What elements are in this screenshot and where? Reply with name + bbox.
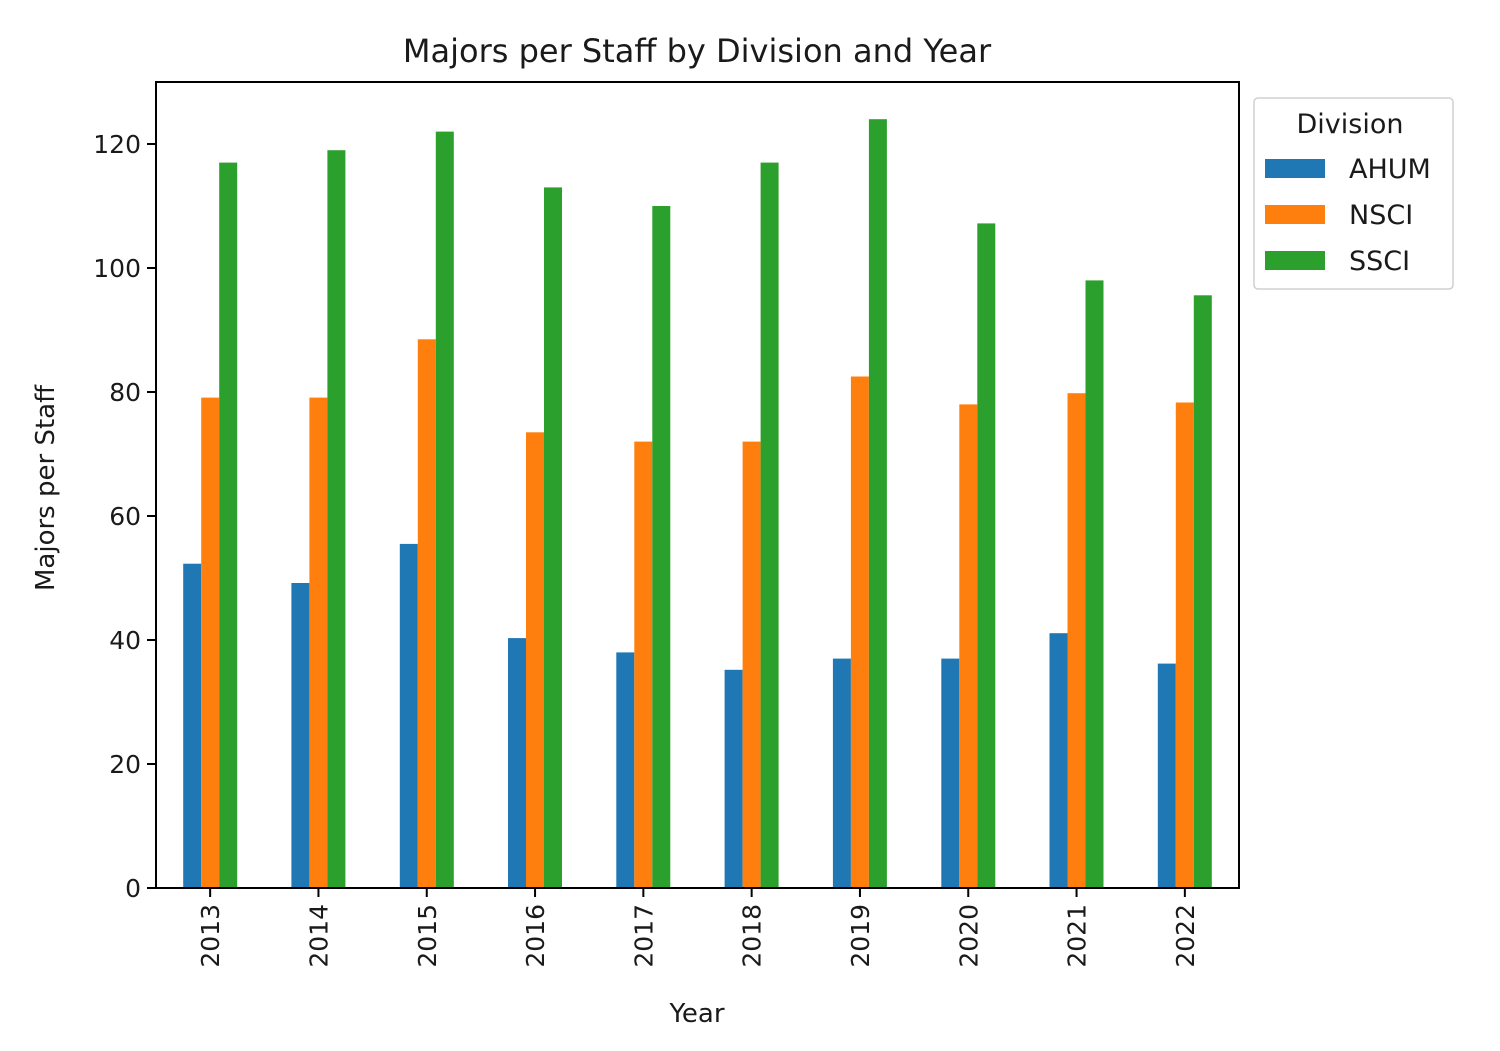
bar-ssci-2016: [544, 187, 562, 888]
bar-ahum-2017: [616, 652, 635, 888]
y-tick-label: 100: [93, 254, 141, 283]
legend-label-ssci: SSCI: [1349, 246, 1410, 277]
y-axis: 0 20 40 60 80 100 120: [93, 130, 156, 903]
y-tick-label: 40: [109, 626, 141, 655]
x-tick-label: 2019: [846, 904, 875, 968]
x-axis: 2013 2014 2015 2016 2017 2018 2019 2020 2021 2022: [196, 888, 1200, 968]
legend-swatch-nsci: [1265, 205, 1325, 224]
bar-ahum-2021: [1049, 633, 1068, 888]
bar-ahum-2022: [1157, 663, 1176, 888]
bar-ssci-2022: [1193, 295, 1212, 888]
bar-nsci-2017: [634, 441, 653, 888]
bar-ahum-2016: [508, 638, 526, 888]
legend-title: Division: [1297, 109, 1404, 140]
y-tick-label: 0: [125, 874, 141, 903]
y-axis-label: Majors per Staff: [31, 384, 61, 591]
x-tick-label: 2018: [738, 904, 767, 968]
y-tick-label: 120: [93, 130, 141, 159]
bar-nsci-2021: [1067, 393, 1086, 888]
bar-nsci-2015: [417, 339, 436, 888]
legend-label-nsci: NSCI: [1349, 200, 1413, 231]
bars-layer: [183, 119, 1212, 889]
bar-ahum-2018: [724, 669, 743, 888]
legend: Division AHUM NSCI SSCI: [1253, 97, 1454, 290]
x-tick-label: 2021: [1063, 904, 1092, 968]
bar-ahum-2013: [183, 563, 202, 888]
bar-ssci-2019: [868, 119, 887, 888]
x-tick-label: 2015: [413, 904, 442, 968]
x-tick-label: 2016: [521, 904, 550, 968]
legend-label-ahum: AHUM: [1349, 154, 1431, 185]
y-tick-label: 60: [109, 502, 141, 531]
x-tick-label: 2013: [196, 904, 225, 968]
legend-frame: [1253, 97, 1454, 290]
bar-ahum-2015: [399, 543, 418, 888]
bar-nsci-2018: [742, 441, 761, 888]
bar-ssci-2017: [652, 206, 671, 888]
bar-nsci-2022: [1175, 402, 1194, 888]
legend-items: AHUM NSCI SSCI: [1265, 154, 1431, 277]
bar-nsci-2016: [526, 432, 544, 888]
bar-ssci-2021: [1085, 280, 1104, 888]
bar-nsci-2013: [201, 397, 220, 888]
bar-ssci-2014: [327, 150, 346, 888]
bar-ssci-2013: [219, 162, 238, 889]
plot-area-frame: [155, 81, 1240, 889]
legend-swatch-ahum: [1265, 159, 1325, 178]
x-axis-label: Year: [668, 999, 724, 1029]
bar-nsci-2019: [850, 376, 869, 888]
y-tick-label: 80: [109, 378, 141, 407]
bar-ssci-2015: [435, 131, 454, 889]
bar-nsci-2020: [959, 404, 978, 888]
x-tick-label: 2017: [629, 904, 658, 968]
x-tick-label: 2020: [954, 904, 983, 968]
bar-ahum-2020: [941, 658, 960, 888]
y-tick-label: 20: [109, 750, 141, 779]
bar-ssci-2018: [760, 162, 779, 889]
bar-ahum-2019: [832, 658, 851, 888]
x-tick-label: 2022: [1171, 904, 1200, 968]
x-tick-label: 2014: [304, 904, 333, 968]
bar-nsci-2014: [309, 397, 328, 888]
bar-ahum-2014: [291, 583, 310, 888]
bar-ssci-2020: [977, 223, 996, 888]
chart-title: Majors per Staff by Division and Year: [403, 32, 992, 70]
legend-swatch-ssci: [1265, 251, 1325, 270]
